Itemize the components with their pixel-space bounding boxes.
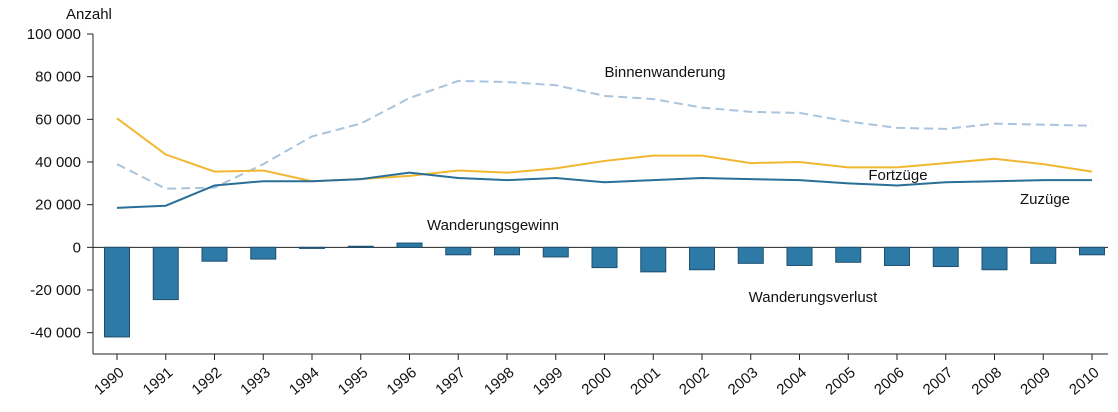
x-tick-label: 2010	[1066, 364, 1102, 398]
x-tick-label: 1990	[91, 364, 127, 398]
bar	[396, 242, 423, 248]
bar	[201, 246, 228, 262]
bar	[835, 246, 862, 263]
bar	[932, 246, 959, 268]
bar	[884, 246, 910, 266]
x-tick-label: 1999	[530, 364, 566, 398]
bar	[689, 246, 715, 271]
bar	[445, 246, 472, 256]
bar	[250, 246, 277, 260]
line-series	[116, 79, 1093, 190]
bar	[104, 246, 130, 338]
y-axis-label: Anzahl	[66, 6, 112, 23]
x-tick-label: 2007	[920, 364, 956, 398]
x-tick-label: 1993	[237, 364, 273, 398]
x-tick-label: 2001	[627, 364, 663, 398]
bar	[494, 246, 520, 256]
line-series	[116, 171, 1092, 209]
annotation: Wanderungsverlust	[749, 289, 879, 306]
x-tick-label: 1991	[140, 364, 176, 398]
y-tick-label: 100 000	[27, 26, 81, 43]
bar	[347, 245, 374, 248]
x-tick-label: 2006	[871, 364, 907, 398]
y-tick-label: 20 000	[35, 197, 81, 214]
x-tick-label: 1995	[335, 364, 371, 398]
x-tick-label: 2003	[725, 364, 761, 398]
x-tick-label: 2009	[1017, 364, 1053, 398]
bar	[542, 246, 569, 258]
bar	[1030, 246, 1057, 264]
bar	[299, 246, 325, 249]
bar	[981, 246, 1008, 271]
x-tick-label: 1998	[481, 364, 517, 398]
x-tick-label: 1996	[384, 364, 420, 398]
series-label: Binnenwanderung	[605, 64, 726, 81]
bar	[591, 246, 618, 269]
y-tick-label: 40 000	[35, 154, 81, 171]
x-tick-label: 2002	[676, 364, 712, 398]
x-tick-label: 2008	[969, 364, 1005, 398]
x-tick-label: 2005	[822, 364, 858, 398]
y-tick-label: -40 000	[30, 325, 81, 342]
y-tick-label: 60 000	[35, 111, 81, 128]
bar	[152, 246, 179, 301]
bar	[786, 246, 813, 266]
bar	[1079, 246, 1105, 256]
x-tick-label: 1994	[286, 364, 322, 398]
x-tick-label: 1997	[432, 364, 468, 398]
annotation: Wanderungsgewinn	[427, 217, 559, 234]
series-label: Zuzüge	[1020, 191, 1070, 208]
bar	[640, 246, 667, 273]
x-tick-label: 1992	[189, 364, 225, 398]
y-tick-label: -20 000	[30, 282, 81, 299]
y-tick-label: 0	[73, 239, 81, 256]
bar	[737, 246, 764, 264]
x-tick-label: 2004	[774, 364, 810, 398]
series-label: Fortzüge	[868, 167, 927, 184]
line-series	[116, 117, 1093, 183]
x-tick-label: 2000	[579, 364, 615, 398]
y-tick-label: 80 000	[35, 69, 81, 86]
